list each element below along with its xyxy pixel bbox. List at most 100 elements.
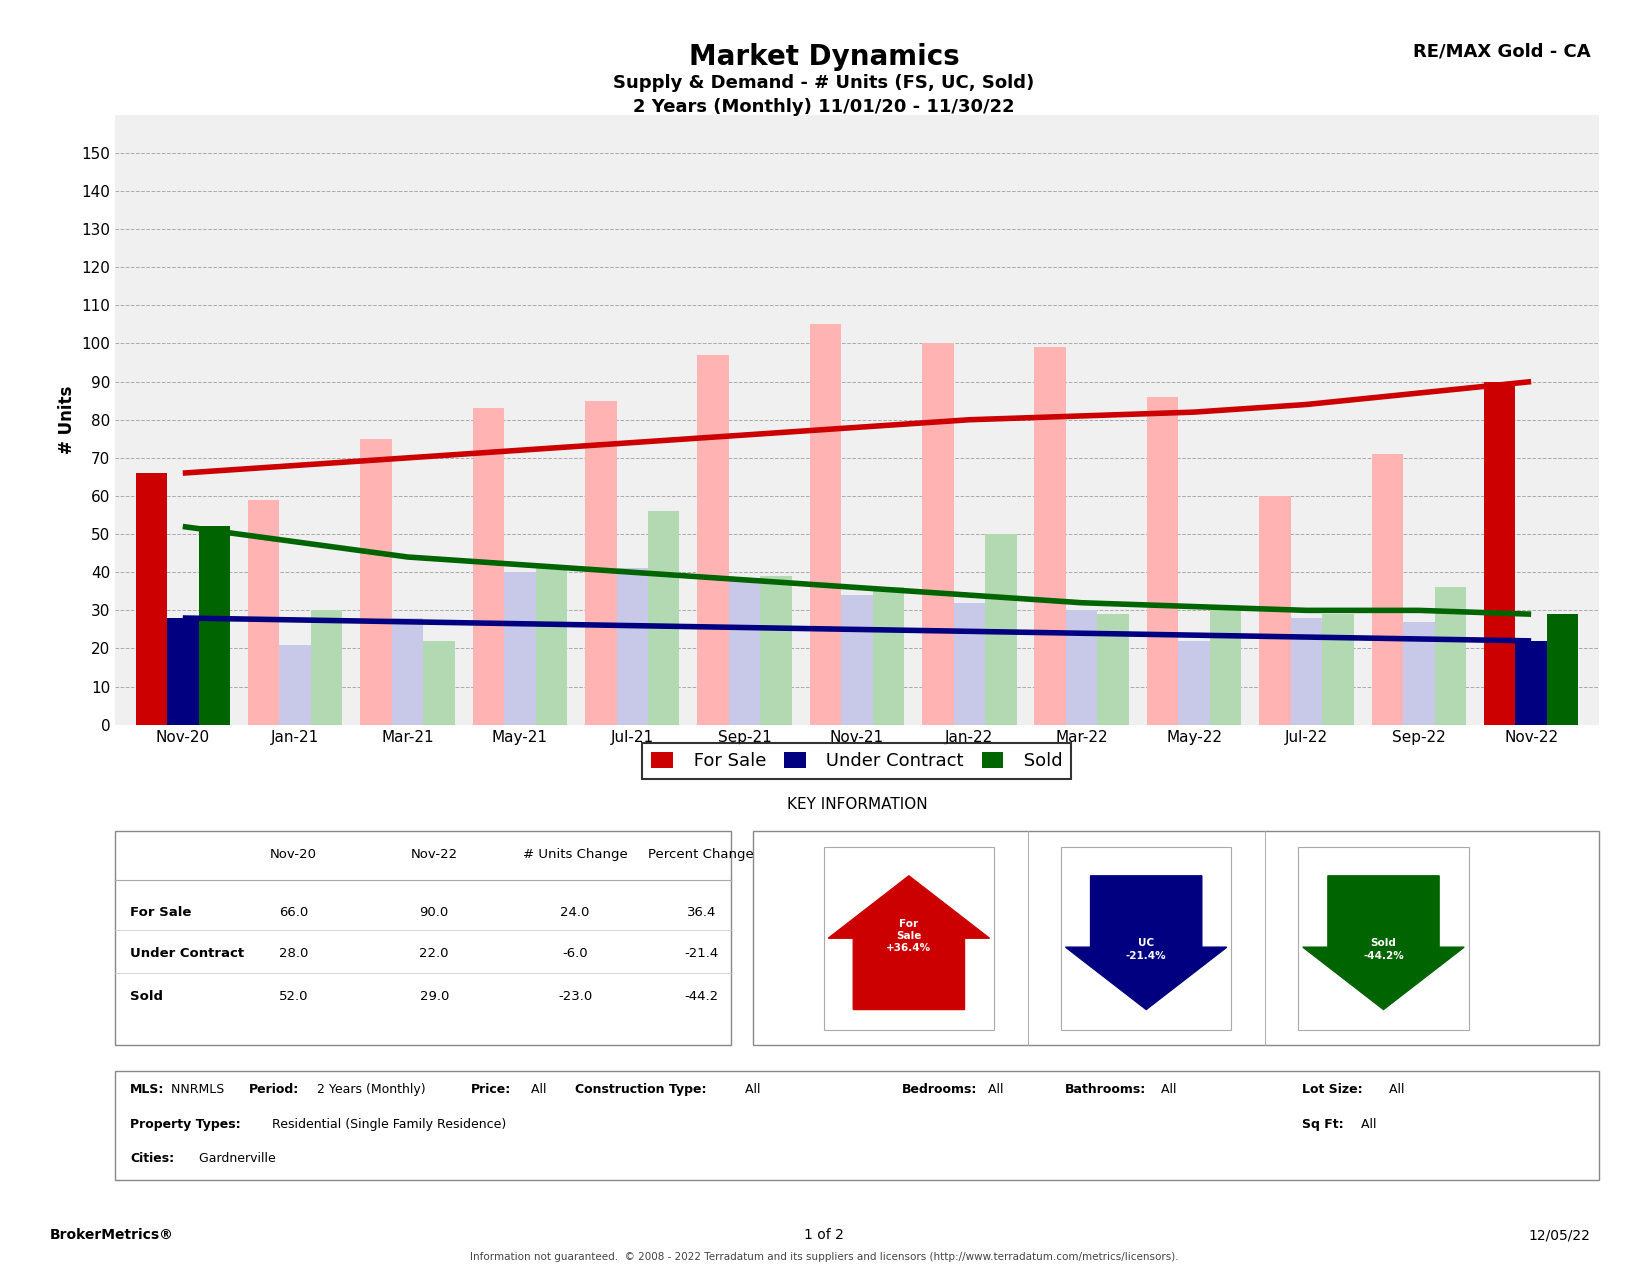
Text: -6.0: -6.0 [562, 947, 588, 960]
Text: 36.4: 36.4 [687, 907, 715, 919]
Text: Period:: Period: [249, 1084, 298, 1096]
Bar [1066, 611, 1098, 724]
Text: Market Dynamics: Market Dynamics [689, 43, 959, 71]
Bar [424, 641, 455, 724]
Text: 52.0: 52.0 [279, 989, 308, 1002]
Text: Price:: Price: [471, 1084, 511, 1096]
Bar [1178, 641, 1210, 724]
FancyBboxPatch shape [115, 831, 730, 1046]
Bar [1147, 397, 1178, 724]
Text: All: All [984, 1084, 1004, 1096]
FancyBboxPatch shape [115, 1071, 1599, 1179]
Text: 12/05/22: 12/05/22 [1528, 1228, 1590, 1242]
Text: All: All [526, 1084, 545, 1096]
Bar [648, 511, 679, 724]
Bar [1547, 615, 1579, 724]
Bar [1322, 615, 1353, 724]
Bar [1290, 618, 1322, 724]
FancyBboxPatch shape [1061, 847, 1231, 1030]
Text: Under Contract: Under Contract [130, 947, 244, 960]
Bar [311, 611, 343, 724]
Text: Supply & Demand - # Units (FS, UC, Sold): Supply & Demand - # Units (FS, UC, Sold) [613, 74, 1035, 92]
Text: 66.0: 66.0 [279, 907, 308, 919]
Text: 22.0: 22.0 [420, 947, 448, 960]
Text: Sold
-44.2%: Sold -44.2% [1363, 938, 1404, 960]
Y-axis label: # Units: # Units [58, 385, 76, 454]
Bar [504, 572, 536, 724]
Bar [536, 565, 567, 724]
Text: -23.0: -23.0 [559, 989, 592, 1002]
Text: MLS:: MLS: [130, 1084, 165, 1096]
Bar [585, 400, 616, 724]
Bar [873, 588, 905, 724]
Text: Lot Size:: Lot Size: [1302, 1084, 1363, 1096]
Text: Residential (Single Family Residence): Residential (Single Family Residence) [269, 1118, 506, 1131]
Text: BrokerMetrics®: BrokerMetrics® [49, 1228, 173, 1242]
Text: RE/MAX Gold - CA: RE/MAX Gold - CA [1412, 42, 1590, 60]
Text: UC
-21.4%: UC -21.4% [1126, 938, 1167, 960]
Text: Sq Ft:: Sq Ft: [1302, 1118, 1343, 1131]
Bar [760, 576, 791, 724]
Text: All: All [1384, 1084, 1404, 1096]
Text: # Units Change: # Units Change [522, 848, 628, 861]
Text: For
Sale
+36.4%: For Sale +36.4% [887, 918, 931, 954]
Bar [616, 569, 648, 724]
FancyArrow shape [1304, 876, 1463, 1010]
FancyArrow shape [829, 876, 989, 1010]
Bar [728, 580, 760, 724]
Text: Construction Type:: Construction Type: [575, 1084, 707, 1096]
Text: NNRMLS: NNRMLS [166, 1084, 224, 1096]
Legend:  For Sale,  Under Contract,  Sold: For Sale, Under Contract, Sold [643, 743, 1071, 779]
Bar [247, 500, 280, 724]
Text: All: All [1356, 1118, 1376, 1131]
FancyBboxPatch shape [1299, 847, 1468, 1030]
Bar [280, 645, 311, 724]
Bar [1210, 611, 1241, 724]
Bar [473, 408, 504, 724]
Bar [1098, 615, 1129, 724]
Bar [697, 354, 728, 724]
Text: KEY INFORMATION: KEY INFORMATION [786, 797, 928, 812]
Bar [923, 343, 954, 724]
Text: 28.0: 28.0 [279, 947, 308, 960]
Text: For Sale: For Sale [130, 907, 191, 919]
Text: Bathrooms:: Bathrooms: [1065, 1084, 1145, 1096]
Text: Nov-22: Nov-22 [410, 848, 458, 861]
Text: 29.0: 29.0 [420, 989, 448, 1002]
Bar [1516, 641, 1547, 724]
Bar [840, 595, 873, 724]
Bar [1434, 588, 1467, 724]
Text: 1 of 2: 1 of 2 [804, 1228, 844, 1242]
Text: 2 Years (Monthly): 2 Years (Monthly) [313, 1084, 425, 1096]
Text: 90.0: 90.0 [420, 907, 448, 919]
Bar [1259, 496, 1290, 724]
FancyArrow shape [1066, 876, 1226, 1010]
Text: Information not guaranteed.  © 2008 - 2022 Terradatum and its suppliers and lice: Information not guaranteed. © 2008 - 202… [470, 1252, 1178, 1262]
Bar [1371, 454, 1402, 724]
Text: Nov-20: Nov-20 [270, 848, 316, 861]
Bar [135, 473, 166, 724]
Text: Gardnerville: Gardnerville [194, 1153, 275, 1165]
Bar [198, 527, 231, 724]
Bar [1035, 347, 1066, 724]
Bar [361, 439, 392, 724]
Text: 24.0: 24.0 [560, 907, 590, 919]
Bar [1483, 381, 1516, 724]
Text: Bedrooms:: Bedrooms: [901, 1084, 977, 1096]
FancyBboxPatch shape [753, 831, 1599, 1046]
Bar [392, 618, 424, 724]
Text: Percent Change: Percent Change [648, 848, 755, 861]
Text: -21.4: -21.4 [684, 947, 719, 960]
Text: Sold: Sold [130, 989, 163, 1002]
Bar [954, 603, 986, 724]
FancyBboxPatch shape [824, 847, 994, 1030]
Text: All: All [740, 1084, 760, 1096]
Text: -44.2: -44.2 [684, 989, 719, 1002]
Text: Cities:: Cities: [130, 1153, 175, 1165]
Text: All: All [1157, 1084, 1177, 1096]
Bar [809, 324, 840, 724]
Text: 2 Years (Monthly) 11/01/20 - 11/30/22: 2 Years (Monthly) 11/01/20 - 11/30/22 [633, 98, 1015, 116]
Text: Property Types:: Property Types: [130, 1118, 241, 1131]
Bar [166, 618, 198, 724]
Bar [1402, 622, 1434, 724]
